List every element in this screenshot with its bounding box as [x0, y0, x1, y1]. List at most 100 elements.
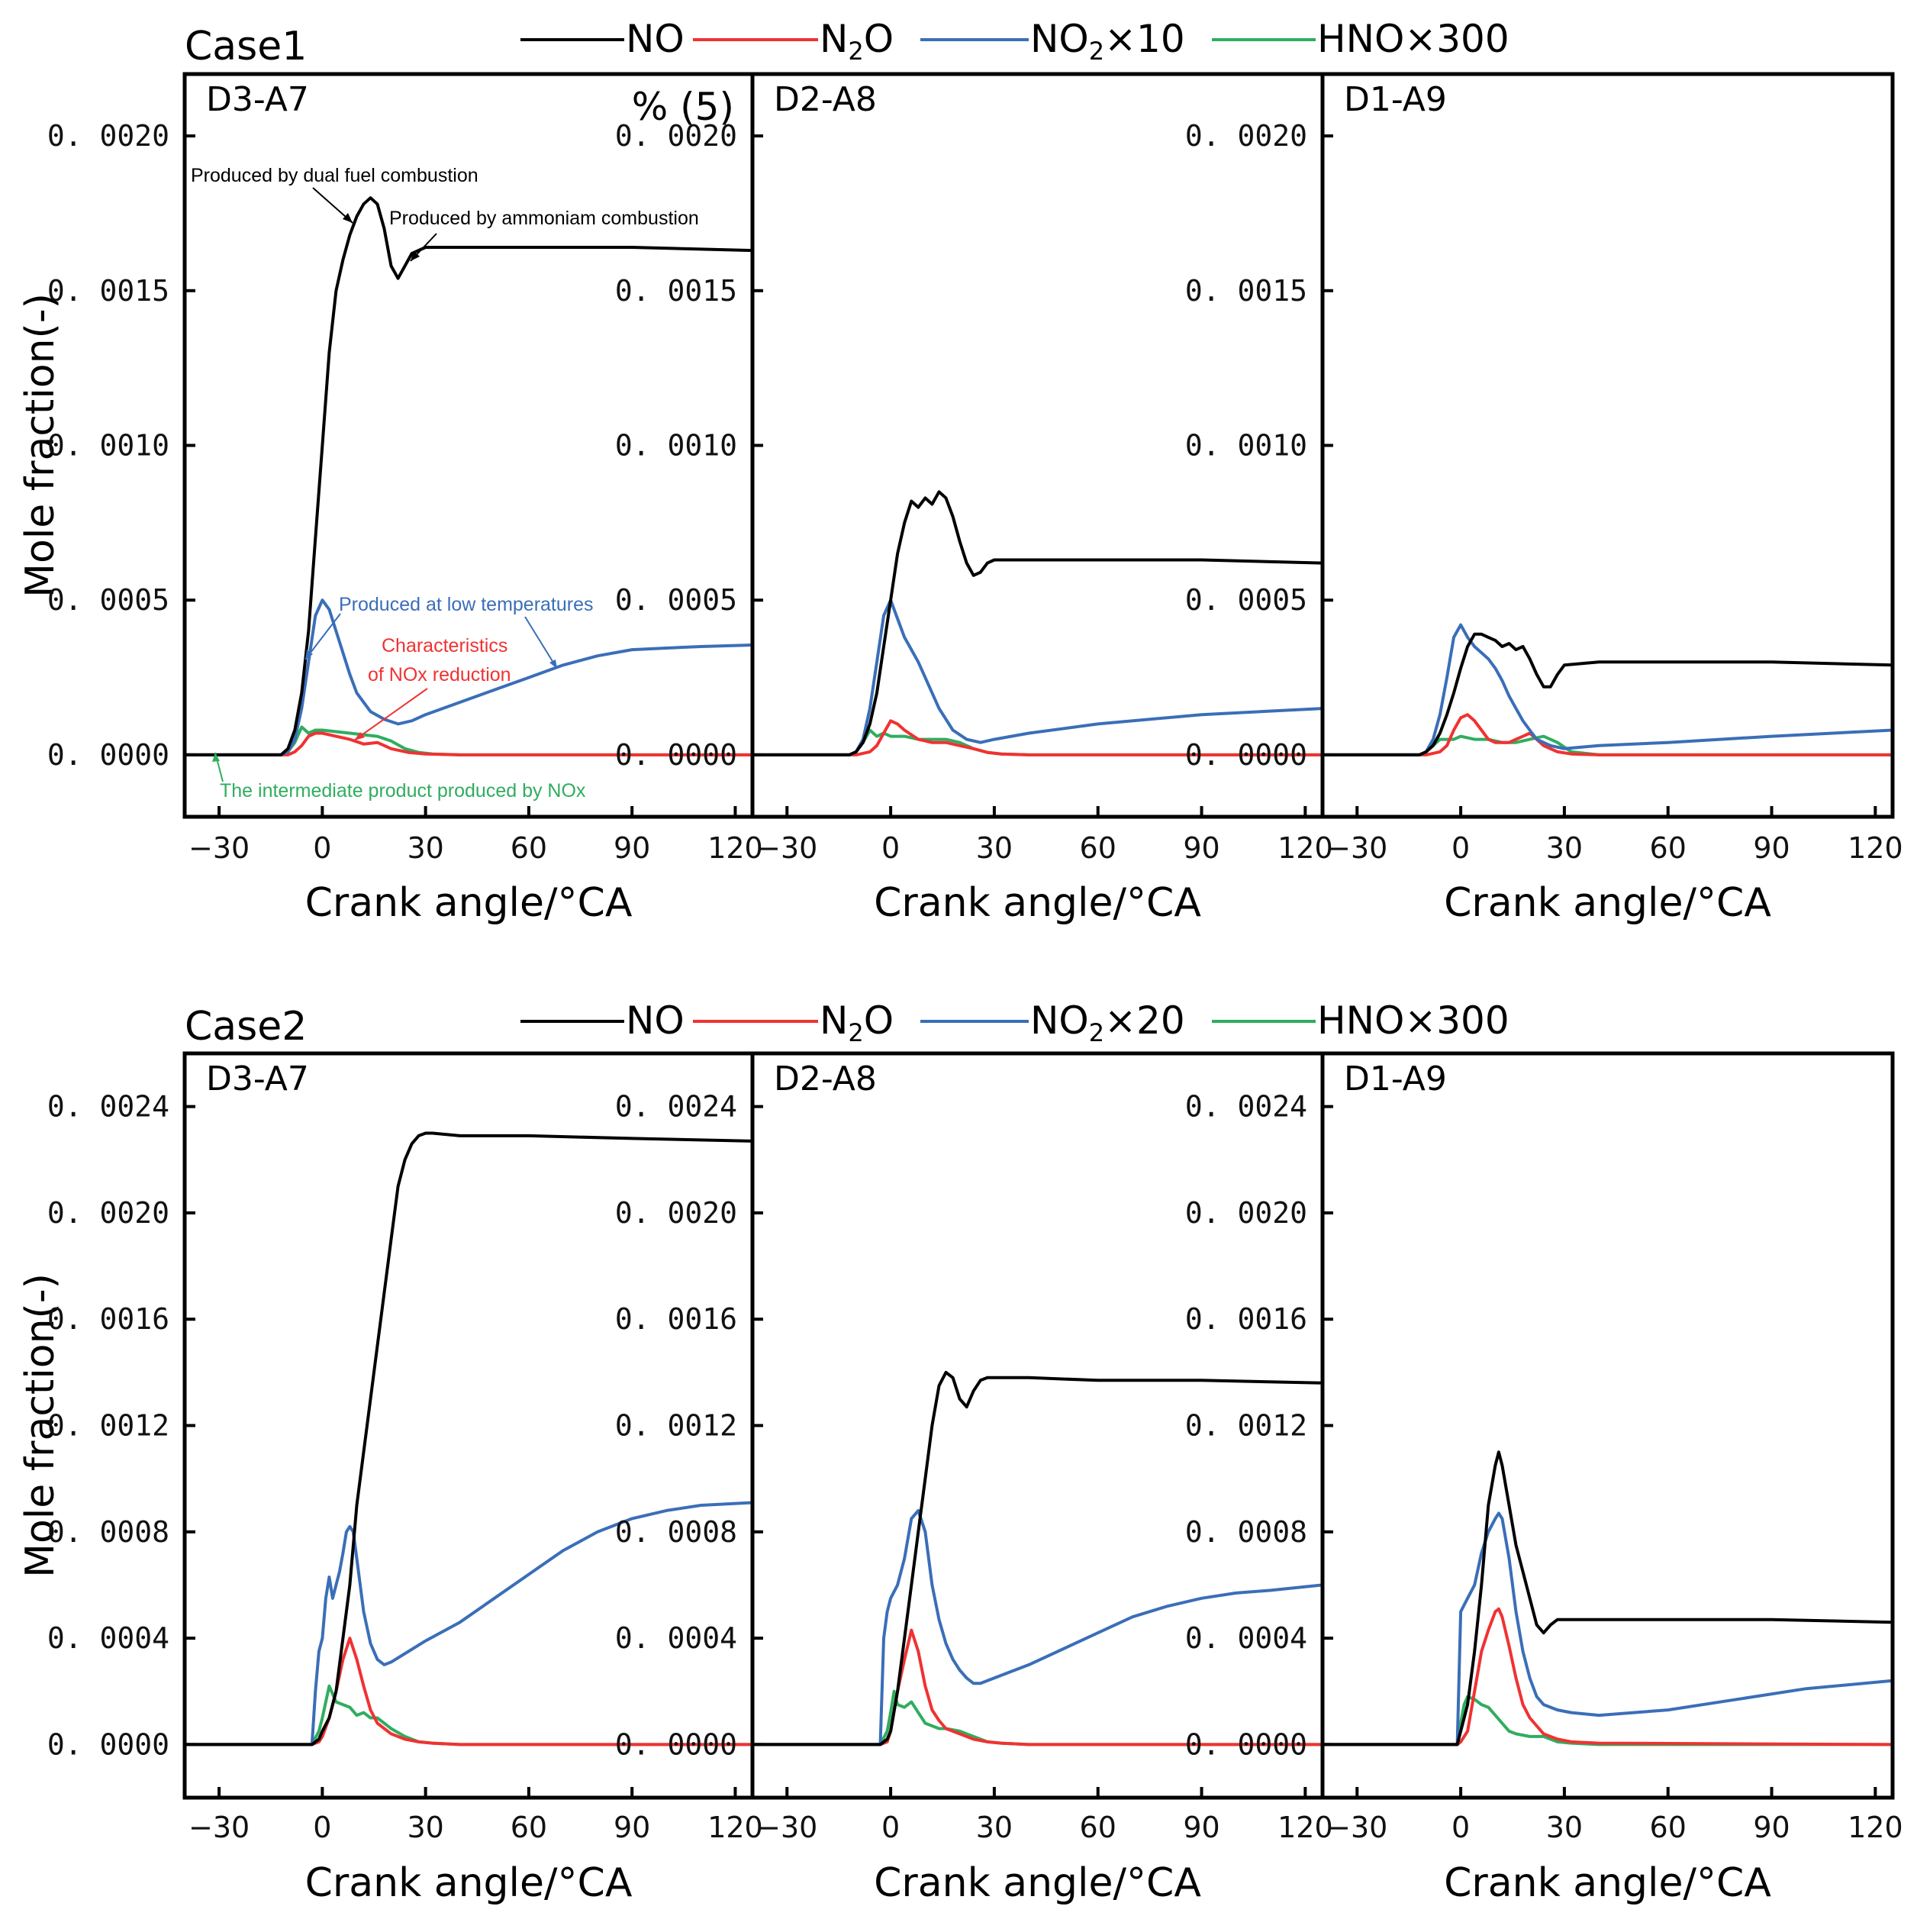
x-tick-label: −30 [756, 1811, 817, 1844]
x-tick-label: 60 [1080, 831, 1116, 865]
panel-d2-a8: 0. 0000 0. 0005 0. 0010 0. 0015 0. 0020 −30 0 3… [615, 72, 1333, 926]
y-tick-label: 0. 0000 [47, 1727, 169, 1761]
y-tick-label: 0. 0020 [1185, 119, 1307, 153]
x-tick-label: 90 [1183, 831, 1219, 865]
plots-layer: Mole fraction(-) 0. 0000 0. 0005 0. 0010 0. … [18, 72, 1903, 1906]
panel-d3-a7: 0. 0000 0. 0005 0. 0010 0. 0015 0. 0020 −30 0 3… [47, 72, 763, 926]
x-tick-label: 90 [1753, 1811, 1790, 1844]
x-tick-label: 30 [407, 831, 443, 865]
x-tick-label: −30 [1326, 831, 1387, 865]
y-tick-label: 0. 0020 [615, 119, 737, 153]
x-axis-label: Crank angle/°CA [305, 880, 633, 926]
y-tick-label: 0. 0016 [1185, 1302, 1307, 1336]
annotation-low-temp-arrowhead-right [549, 660, 557, 669]
x-tick-label: 90 [1183, 1811, 1219, 1844]
series-line-n2o [752, 719, 1323, 756]
series-group [1323, 1450, 1893, 1747]
case1-annotations: Produced by dual fuel combustion Produce… [191, 165, 699, 802]
x-tick-label: 90 [1753, 831, 1790, 865]
legend-no2-label: NO2×10 [1030, 17, 1185, 66]
series-line-no2x10 [1323, 623, 1893, 756]
y-axis-label: Mole fraction(-) [18, 293, 63, 598]
y-tick-label: 0. 0004 [1185, 1621, 1307, 1655]
x-axis-label: Crank angle/°CA [874, 1860, 1201, 1906]
panel-d1-a9: 0. 0000 0. 0005 0. 0010 0. 0015 0. 0020 −30 0 3… [1185, 72, 1903, 926]
annotation-ammonia: Produced by ammoniam combustion [389, 208, 699, 229]
x-tick-label: −30 [756, 831, 817, 865]
series-line-no2x20 [752, 1508, 1323, 1747]
legend-no2-label: NO2×20 [1030, 998, 1185, 1047]
case2-chart: Mole fraction(-) 0. 0000 0. 0004 0. 0008 0. … [18, 1051, 1903, 1906]
series-line-n2o [185, 1637, 752, 1747]
series-line-no2x10 [185, 598, 752, 756]
annotation-nox-reduction-arrow [353, 688, 428, 741]
legend-n2o-label: N2O [820, 998, 894, 1047]
x-tick-label: 0 [313, 831, 331, 865]
y-tick-label: 0. 0010 [47, 429, 169, 463]
panel-title: D1-A9 [1344, 1060, 1447, 1098]
series-line-n2o [185, 731, 752, 756]
panel-title: D3-A7 [206, 1060, 309, 1098]
x-tick-label: 60 [511, 831, 547, 865]
y-tick-label: 0. 0005 [615, 583, 737, 617]
x-axis-label: Crank angle/°CA [1444, 880, 1771, 926]
x-tick-label: 90 [614, 1811, 650, 1844]
x-tick-label: 120 [707, 1811, 763, 1844]
x-axis-label: Crank angle/°CA [305, 1860, 633, 1906]
x-tick-label: 120 [1277, 831, 1333, 865]
annotation-characteristics: Characteristics [382, 635, 507, 656]
panel-d3-a7: 0. 0000 0. 0004 0. 0008 0. 0012 0. 0016 0. 00… [47, 1051, 763, 1906]
y-tick-label: 0. 0020 [47, 1196, 169, 1230]
panel-frame [1320, 72, 1895, 819]
annotation-intermediate-arrowhead [212, 753, 220, 762]
legend-no-label: NO [626, 17, 685, 61]
panel-title: D2-A8 [774, 1060, 877, 1098]
series-line-no [185, 1131, 752, 1747]
series-line-no [1323, 632, 1893, 756]
y-tick-label: 0. 0020 [615, 1196, 737, 1230]
y-tick-label: 0. 0010 [615, 429, 737, 463]
y-tick-label: 0. 0010 [1185, 429, 1307, 463]
x-tick-label: 60 [1650, 1811, 1687, 1844]
x-tick-label: 30 [976, 831, 1013, 865]
y-tick-label: 0. 0005 [1185, 583, 1307, 617]
x-tick-label: 30 [976, 1811, 1013, 1844]
legend-n2o-label: N2O [820, 17, 894, 66]
y-tick-label: 0. 0008 [615, 1515, 737, 1549]
annotation-dual-fuel-arrowhead [343, 213, 353, 223]
y-tick-label: 0. 0000 [615, 738, 737, 772]
series-group [185, 1131, 752, 1747]
y-tick-label: 0. 0012 [47, 1409, 169, 1443]
y-tick-label: 0. 0008 [47, 1515, 169, 1549]
x-tick-label: 60 [1650, 831, 1687, 865]
y-tick-label: 0. 0024 [1185, 1090, 1307, 1124]
panel-d1-a9: 0. 0000 0. 0004 0. 0008 0. 0012 0. 0016 0. 00… [1185, 1051, 1903, 1906]
annotation-nox-reduction: of NOx reduction [368, 664, 511, 685]
y-tick-label: 0. 0000 [47, 738, 169, 772]
x-tick-label: 0 [313, 1811, 331, 1844]
series-line-no2x20 [185, 1501, 752, 1747]
x-tick-label: 90 [614, 831, 650, 865]
y-tick-label: 0. 0015 [1185, 274, 1307, 308]
y-tick-label: 0. 0015 [615, 274, 737, 308]
x-tick-label: 120 [707, 831, 763, 865]
annotation-low-temp-arrow-left [304, 613, 341, 660]
x-tick-label: 30 [407, 1811, 443, 1844]
x-tick-label: 30 [1546, 831, 1583, 865]
y-tick-label: 0. 0020 [1185, 1196, 1307, 1230]
y-tick-label: 0. 0000 [1185, 738, 1307, 772]
y-tick-label: 0. 0016 [47, 1302, 169, 1336]
case2-label: Case2 [185, 1004, 307, 1050]
legend-no-label: NO [626, 998, 685, 1043]
legend-hno-label: HNO×300 [1317, 17, 1509, 61]
y-tick-label: 0. 0005 [47, 583, 169, 617]
y-tick-label: 0. 0008 [1185, 1515, 1307, 1549]
y-axis-label: Mole fraction(-) [18, 1273, 63, 1578]
annotation-low-temp-arrow-right [524, 616, 558, 669]
x-axis-label: Crank angle/°CA [1444, 1860, 1771, 1906]
annotation-intermediate: The intermediate product produced by NOx [220, 780, 586, 802]
annotation-low-temp-arrowhead-left [305, 650, 313, 660]
y-tick-label: 0. 0000 [615, 1727, 737, 1761]
series-group [1323, 623, 1893, 756]
